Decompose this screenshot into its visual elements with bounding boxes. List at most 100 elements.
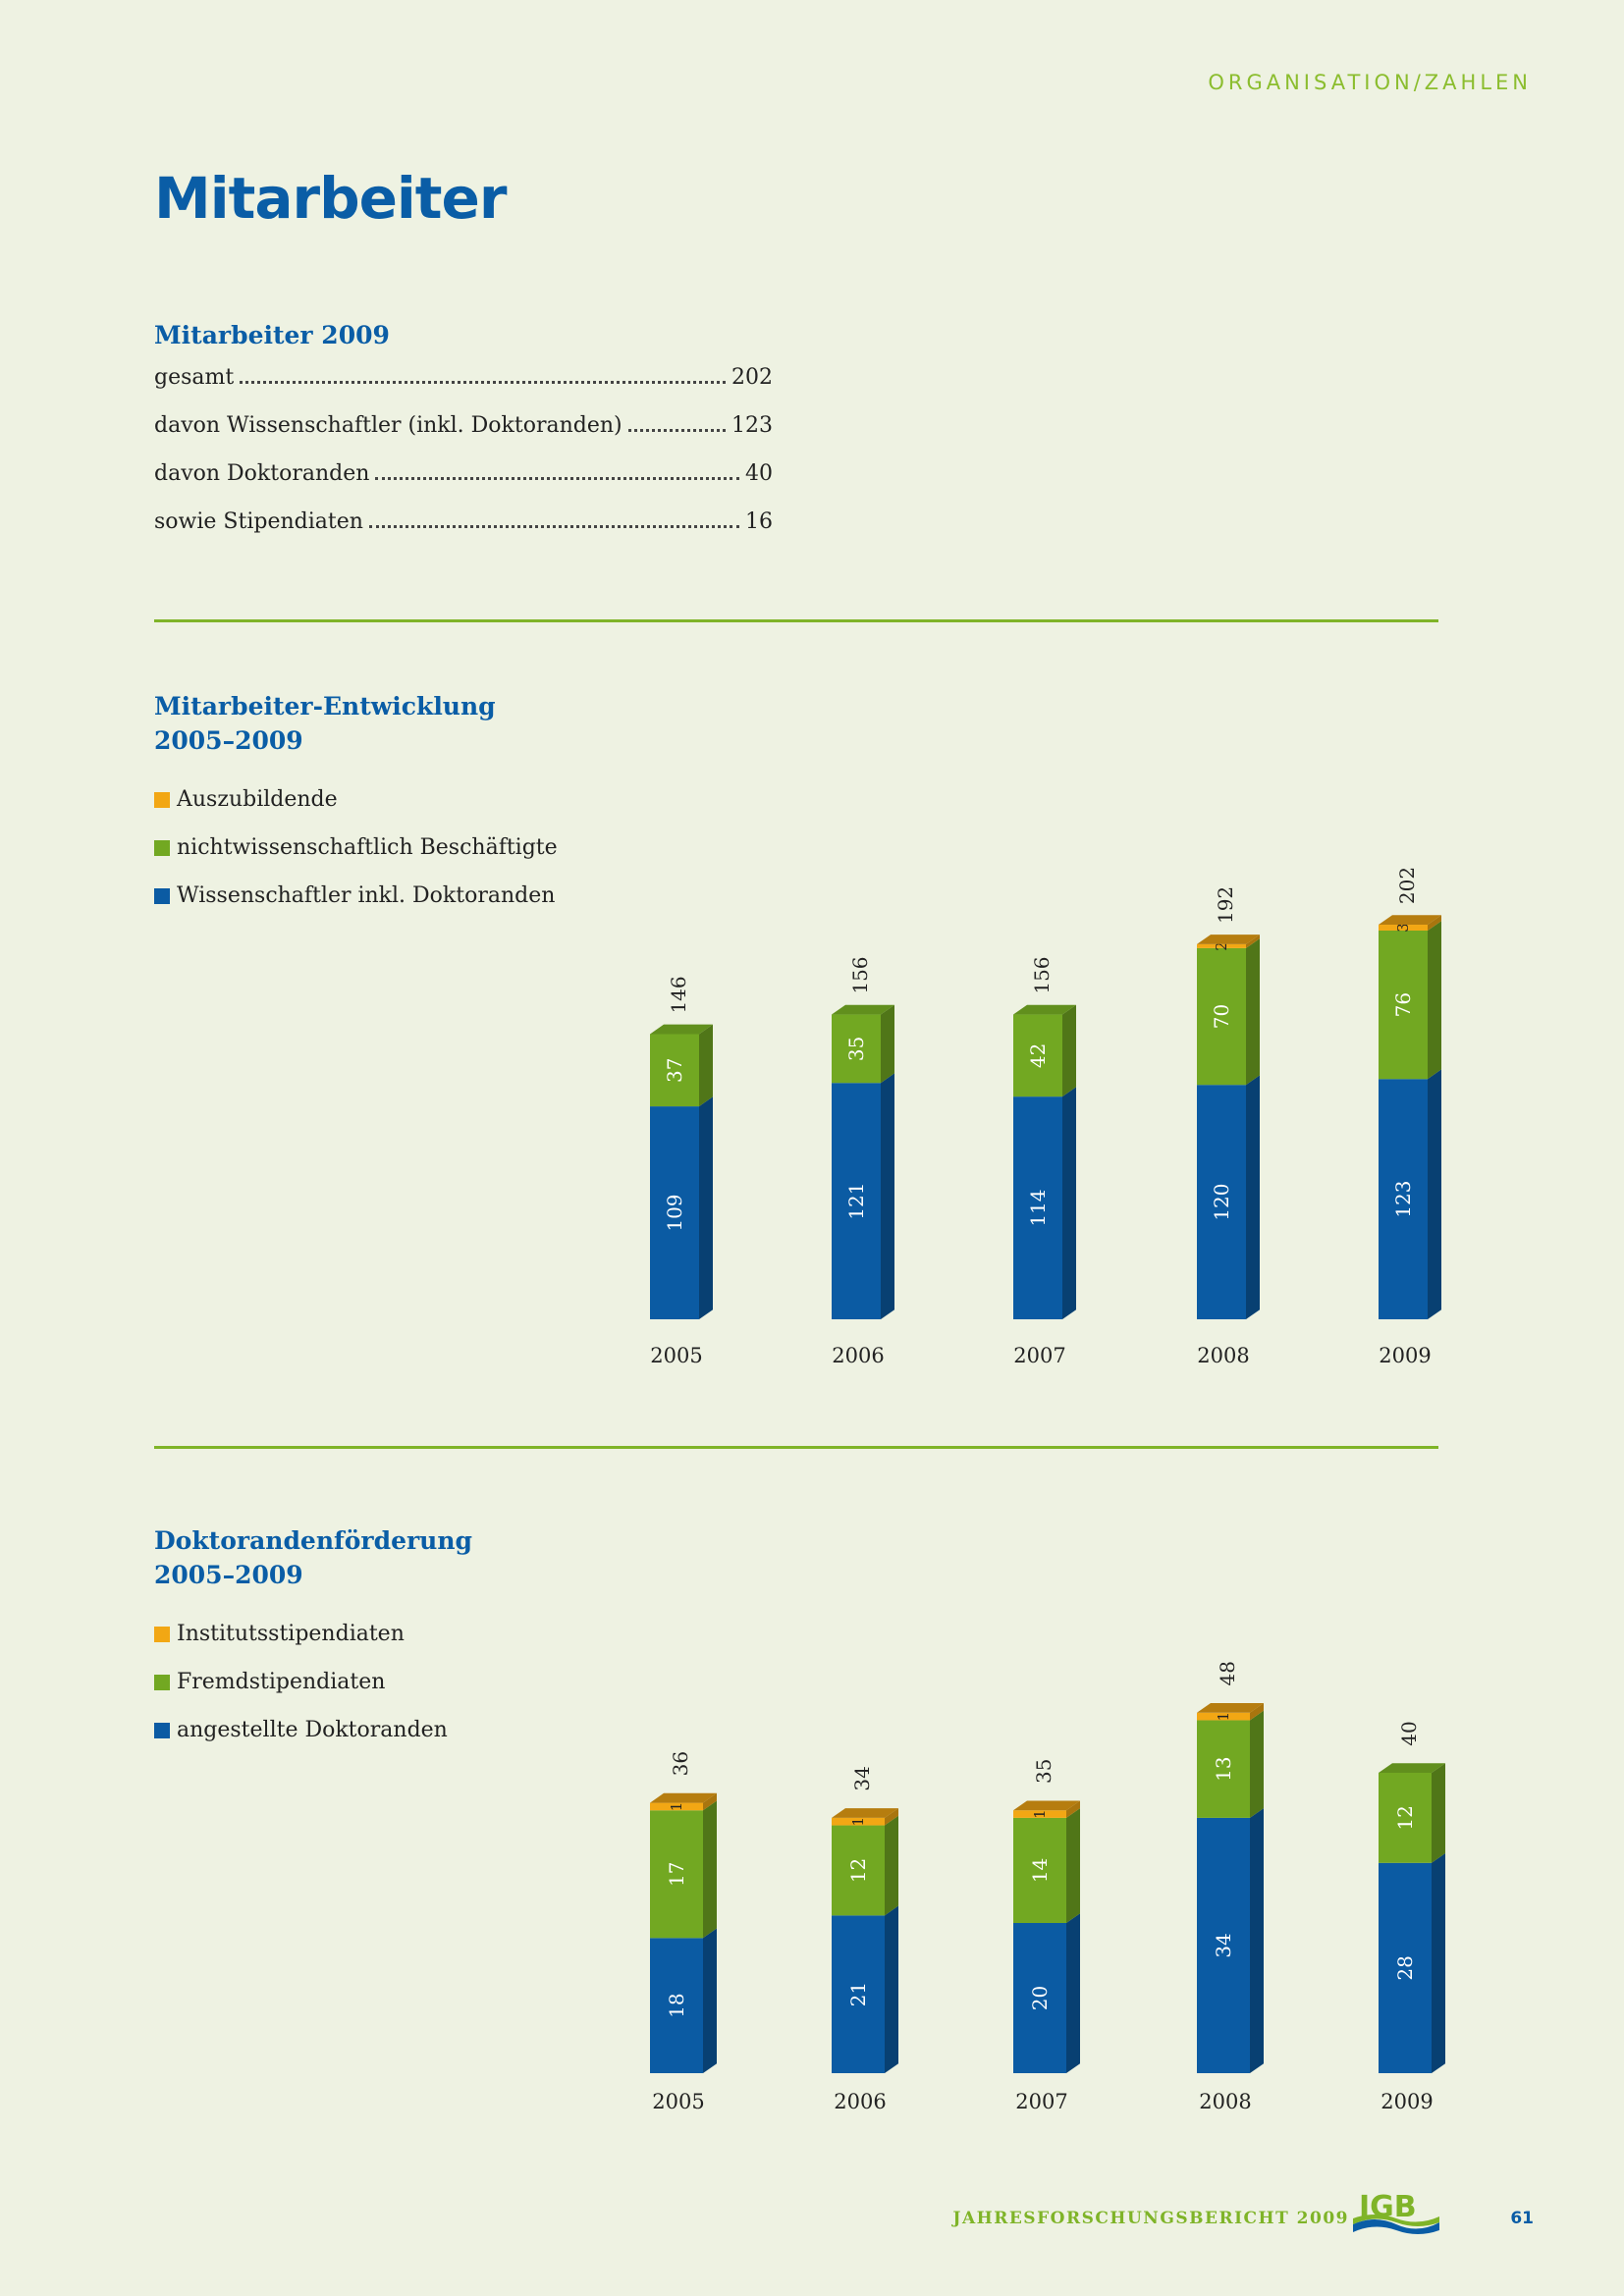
bar-value-label: 76 bbox=[1391, 992, 1415, 1017]
legend-item: Fremdstipendiaten bbox=[154, 1658, 448, 1706]
bar-top bbox=[650, 1024, 713, 1035]
bar-segment-nichtwissenschaftlich bbox=[1379, 930, 1428, 1080]
bar-side bbox=[885, 1808, 898, 1826]
bar-side bbox=[1246, 934, 1260, 948]
chart-title-line: 2005–2009 bbox=[154, 726, 303, 755]
x-tick-label: 2006 bbox=[832, 1344, 884, 1367]
dot-leader bbox=[375, 477, 739, 480]
x-tick-label: 2005 bbox=[650, 1344, 702, 1367]
bar-stack-2005: 109 37 146 2005 bbox=[650, 976, 713, 1367]
footer-report-title: JAHRESFORSCHUNGSBERICHT 2009 bbox=[952, 2209, 1349, 2228]
x-tick-label: 2005 bbox=[652, 2090, 704, 2113]
bar-value-label: 120 bbox=[1210, 1184, 1233, 1221]
bar-side bbox=[1246, 1075, 1260, 1319]
chart-title-line: Mitarbeiter-Entwicklung bbox=[154, 692, 496, 721]
bar-side bbox=[1066, 1913, 1080, 2073]
bar-side bbox=[1250, 1710, 1264, 1818]
bar-segment-fremdstipendiaten bbox=[1379, 1773, 1432, 1863]
stats-list: gesamt 202 davon Wissenschaftler (inkl. … bbox=[154, 365, 773, 558]
bar-total-label: 192 bbox=[1214, 886, 1237, 924]
legend-item: nichtwissenschaftlich Beschäftigte bbox=[154, 824, 558, 872]
bar-side bbox=[1066, 1800, 1080, 1818]
chart-staff-legend: Auszubildende nichtwissenschaftlich Besc… bbox=[154, 775, 558, 920]
stat-label: davon Doktoranden bbox=[154, 461, 370, 486]
bar-total-label: 202 bbox=[1395, 867, 1419, 904]
bar-segment-wissenschaftler bbox=[1379, 1079, 1428, 1319]
bar-segment-angestellte bbox=[1013, 1923, 1066, 2073]
stat-row-scholarships: sowie Stipendiaten 16 bbox=[154, 509, 773, 558]
legend-label: Auszubildende bbox=[177, 787, 338, 812]
bar-total-label: 48 bbox=[1216, 1661, 1239, 1685]
bar-stack-2006: 121 35 156 2006 bbox=[832, 956, 894, 1367]
bar-side bbox=[881, 1004, 894, 1084]
bar-segment-nichtwissenschaftlich bbox=[832, 1014, 881, 1084]
bar-segment-auszubildende bbox=[1379, 925, 1428, 931]
bar-segment-institutsstipendiaten bbox=[1197, 1712, 1250, 1721]
bar-side bbox=[699, 1024, 713, 1107]
chart-doctoral-title: Doktorandenförderung 2005–2009 bbox=[154, 1523, 472, 1592]
legend-swatch bbox=[154, 791, 170, 808]
bar-value-label: 17 bbox=[665, 1862, 688, 1887]
bar-stack-2008: 120 70 2 192 2008 bbox=[1197, 886, 1260, 1367]
divider-rule bbox=[154, 1446, 1438, 1449]
bar-total-label: 146 bbox=[667, 976, 690, 1013]
legend-swatch bbox=[154, 839, 170, 856]
bar-top bbox=[832, 1808, 898, 1818]
bar-segment-institutsstipendiaten bbox=[650, 1802, 703, 1811]
bar-value-label: 35 bbox=[844, 1037, 868, 1061]
legend-item: Auszubildende bbox=[154, 775, 558, 824]
legend-label: angestellte Doktoranden bbox=[177, 1718, 448, 1742]
legend-swatch bbox=[154, 1674, 170, 1690]
bar-segment-nichtwissenschaftlich bbox=[650, 1034, 699, 1107]
bar-value-label: 1 bbox=[668, 1802, 685, 1812]
bar-top bbox=[1379, 915, 1441, 926]
x-tick-label: 2006 bbox=[834, 2090, 886, 2113]
legend-label: Wissenschaftler inkl. Doktoranden bbox=[177, 883, 556, 908]
bar-value-label: 1 bbox=[1031, 1809, 1049, 1819]
bar-stack-2007: 20 14 1 35 2007 bbox=[1013, 1759, 1080, 2113]
legend-label: Fremdstipendiaten bbox=[177, 1670, 386, 1694]
legend-item: angestellte Doktoranden bbox=[154, 1706, 448, 1754]
chart-staff-development: 109 37 146 2005 121 35 156 2006 114 42 156 2007 120 7… bbox=[650, 867, 1441, 1367]
bar-stack-2005: 18 17 1 36 2005 bbox=[650, 1751, 717, 2113]
bar-total-label: 156 bbox=[848, 956, 872, 993]
bar-value-label: 12 bbox=[846, 1858, 870, 1883]
page-number: 61 bbox=[1510, 2209, 1534, 2228]
bar-segment-wissenschaftler bbox=[1197, 1085, 1246, 1319]
legend-swatch bbox=[154, 887, 170, 904]
bar-side bbox=[1066, 1808, 1080, 1923]
legend-item: Wissenschaftler inkl. Doktoranden bbox=[154, 872, 558, 920]
stat-row-total: gesamt 202 bbox=[154, 365, 773, 413]
bar-top bbox=[1197, 934, 1260, 944]
legend-item: Institutsstipendiaten bbox=[154, 1610, 448, 1658]
stat-label: gesamt bbox=[154, 365, 235, 390]
bar-side bbox=[1432, 1853, 1445, 2073]
bar-total-label: 156 bbox=[1030, 956, 1054, 993]
stat-row-doctoral: davon Doktoranden 40 bbox=[154, 461, 773, 509]
bar-segment-fremdstipendiaten bbox=[1013, 1817, 1066, 1923]
bar-side bbox=[1062, 1004, 1076, 1097]
bar-value-label: 34 bbox=[1212, 1933, 1235, 1957]
stat-value: 16 bbox=[745, 509, 773, 534]
bar-stack-2008: 34 13 1 48 2008 bbox=[1197, 1661, 1264, 2113]
stats-title: Mitarbeiter 2009 bbox=[154, 321, 390, 349]
x-tick-label: 2009 bbox=[1379, 1344, 1431, 1367]
bar-segment-wissenschaftler bbox=[1013, 1096, 1062, 1319]
bar-side bbox=[699, 1096, 713, 1319]
bar-value-label: 37 bbox=[663, 1058, 686, 1083]
bar-segment-wissenschaftler bbox=[832, 1083, 881, 1319]
bar-value-label: 114 bbox=[1026, 1189, 1050, 1226]
bar-segment-institutsstipendiaten bbox=[832, 1817, 885, 1826]
bar-top bbox=[1013, 1004, 1076, 1015]
bar-value-label: 121 bbox=[844, 1183, 868, 1220]
bar-value-label: 2 bbox=[1213, 941, 1230, 951]
bar-side bbox=[885, 1815, 898, 1916]
bar-value-label: 18 bbox=[665, 1993, 688, 2017]
legend-swatch bbox=[154, 1626, 170, 1642]
bar-segment-nichtwissenschaftlich bbox=[1197, 947, 1246, 1086]
bar-total-label: 36 bbox=[669, 1751, 692, 1776]
dot-leader bbox=[627, 429, 726, 432]
bar-value-label: 21 bbox=[846, 1982, 870, 2006]
bar-value-label: 12 bbox=[1393, 1805, 1417, 1830]
bar-value-label: 42 bbox=[1026, 1043, 1050, 1068]
